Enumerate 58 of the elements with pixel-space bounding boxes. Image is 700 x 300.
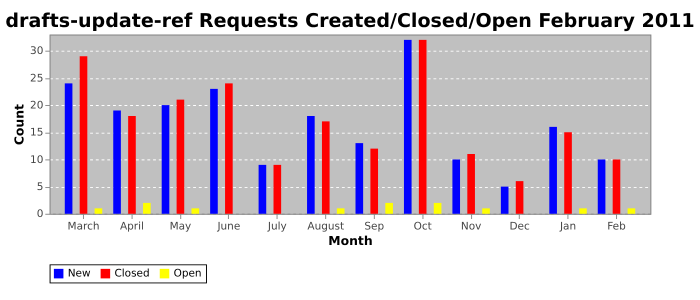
legend-label: Open [174, 267, 202, 280]
bar [356, 143, 364, 214]
bar [94, 208, 102, 214]
x-tick-label: Sep [364, 220, 384, 233]
x-tick-label: July [266, 220, 287, 233]
bar [452, 159, 460, 214]
bar [64, 83, 72, 214]
bar [628, 208, 636, 214]
y-axis-title: Count [11, 104, 26, 146]
bar [434, 202, 442, 214]
bar [500, 186, 508, 214]
bar [404, 40, 412, 214]
bar [564, 132, 572, 214]
y-tick-label: 0 [36, 208, 44, 220]
x-tick-label: August [307, 220, 344, 233]
y-tick-label: 10 [30, 154, 44, 166]
x-tick-label: Feb [607, 220, 626, 233]
chart-title: drafts-update-ref Requests Created/Closed/Open February 2011 [5, 10, 695, 32]
bar [598, 159, 606, 214]
y-tick-label: 20 [30, 99, 44, 112]
bar [516, 181, 524, 214]
legend-label: Closed [114, 267, 150, 280]
y-tick-label: 5 [36, 180, 44, 193]
bar [113, 110, 121, 214]
bar [143, 202, 151, 214]
bar [210, 88, 218, 214]
x-tick-label: May [170, 220, 192, 233]
bar [467, 154, 475, 214]
y-tick-label: 30 [30, 45, 44, 58]
bar [162, 105, 170, 214]
bar [225, 83, 233, 214]
x-tick-label: March [68, 220, 100, 233]
x-tick-label: Nov [460, 220, 482, 233]
bar [612, 159, 620, 214]
bar [418, 40, 426, 214]
y-tick-label: 25 [30, 72, 44, 84]
x-tick-label: Oct [414, 220, 432, 233]
x-tick-label: Jan [558, 220, 576, 233]
y-tick-label: 15 [30, 126, 44, 139]
bar [482, 208, 490, 214]
bar [80, 56, 88, 214]
bar [274, 164, 282, 214]
x-tick-label: April [120, 220, 144, 233]
bar [176, 100, 184, 214]
bar [322, 121, 330, 214]
bar [370, 148, 378, 214]
x-tick-label: June [216, 220, 240, 233]
legend-label: New [68, 267, 92, 280]
bar [128, 116, 136, 214]
bar [549, 126, 557, 214]
bar [336, 208, 344, 214]
bar [579, 208, 587, 214]
bar [258, 164, 266, 214]
bar [192, 208, 200, 214]
bar [385, 202, 393, 214]
x-tick-label: Dec [509, 220, 530, 233]
bar [307, 116, 315, 214]
x-axis-title: Month [328, 232, 373, 248]
